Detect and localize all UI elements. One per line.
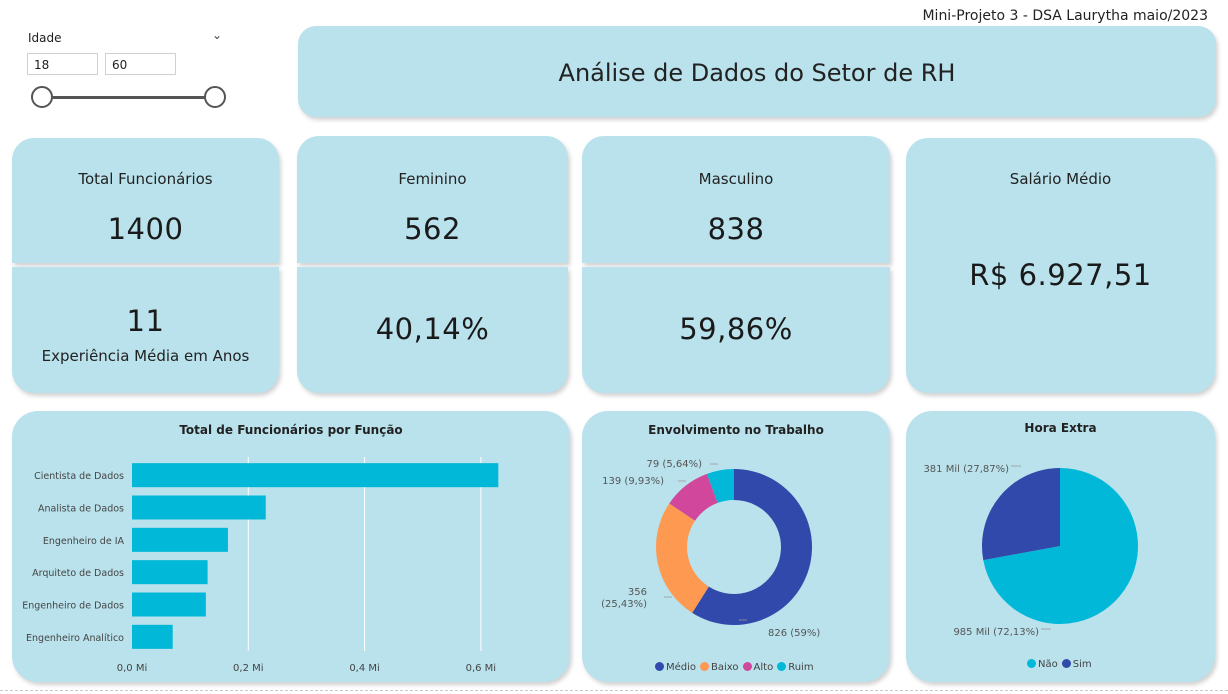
page-bottom-border	[0, 690, 1228, 691]
bar-category-label: Engenheiro de IA	[43, 536, 125, 547]
bar-chart: 0,0 Mi 0,2 Mi 0,4 Mi 0,6 Mi Cientista de Dad…	[22, 457, 499, 674]
donut-slice-médio	[692, 469, 812, 625]
bar-chart-card: Total de Funcionários por Função 0,0 Mi 0…	[12, 411, 570, 682]
legend-swatch	[742, 662, 752, 671]
donut-chart-title: Envolvimento no Trabalho	[648, 423, 824, 437]
kpi-feminino-label: Feminino	[398, 170, 467, 188]
legend-swatch	[700, 662, 710, 671]
bar-0	[132, 463, 499, 488]
donut-chart: 826 (59%) 356(25,43%) 139 (9,93%) 79 (5,64%…	[601, 459, 820, 639]
legend-item-ruim[interactable]: Ruim	[777, 662, 814, 673]
pie-chart-title: Hora Extra	[1024, 421, 1097, 435]
legend-swatch	[1061, 659, 1071, 668]
bar-category-label: Engenheiro de Dados	[22, 601, 124, 612]
pie-slice-sim	[982, 468, 1060, 561]
kpi-masculino-pct-card: 59,86%	[582, 267, 890, 393]
slicer-label: Idade	[28, 31, 62, 45]
legend-label: Ruim	[788, 662, 814, 673]
pie-data-label: 985 Mil (72,13%)	[953, 627, 1039, 638]
pie-chart: 985 Mil (72,13%) 381 Mil (27,87%)	[923, 464, 1138, 638]
bar-1	[132, 495, 266, 520]
slider-max-handle[interactable]	[204, 86, 226, 108]
legend-label: Não	[1038, 659, 1058, 670]
bar-x-tick: 0,6 Mi	[466, 663, 497, 674]
bar-x-tick: 0,0 Mi	[117, 663, 148, 674]
legend-item-alto[interactable]: Alto	[742, 662, 774, 673]
slider-min-handle[interactable]	[31, 86, 53, 108]
title-banner: Análise de Dados do Setor de RH	[298, 26, 1216, 117]
kpi-experiencia-label: Experiência Média em Anos	[41, 347, 250, 365]
pie-chart-card: Hora Extra 985 Mil (72,13%) 381 Mil (27,8…	[906, 411, 1215, 682]
bar-category-label: Engenheiro Analítico	[26, 633, 124, 644]
pie-legend: Não Sim	[1027, 659, 1096, 670]
legend-item-sim[interactable]: Sim	[1061, 659, 1092, 670]
donut-data-label: 356	[628, 587, 647, 598]
kpi-feminino-card: Feminino 562	[297, 136, 568, 263]
kpi-experiencia-card: 11 Experiência Média em Anos	[12, 267, 279, 393]
legend-item-no[interactable]: Não	[1027, 659, 1058, 670]
slider-track[interactable]	[42, 96, 214, 99]
bar-3	[132, 560, 208, 585]
donut-data-label: (25,43%)	[601, 599, 647, 610]
bar-category-label: Cientista de Dados	[34, 471, 124, 482]
kpi-salario-value: R$ 6.927,51	[969, 258, 1152, 292]
report-caption: Mini-Projeto 3 - DSA Laurytha maio/2023	[922, 8, 1208, 24]
kpi-feminino-pct-card: 40,14%	[297, 267, 568, 393]
legend-swatch	[655, 662, 664, 671]
legend-item-baixo[interactable]: Baixo	[700, 662, 739, 673]
kpi-total-value: 1400	[107, 212, 184, 246]
donut-slice-baixo	[656, 503, 709, 613]
kpi-masculino-card: Masculino 838	[582, 136, 890, 263]
donut-chart-card: Envolvimento no Trabalho 826 (59%) 356 (25…	[582, 411, 890, 682]
donut-legend: Médio Baixo Alto Ruim	[655, 662, 818, 673]
kpi-feminino-pct: 40,14%	[375, 312, 490, 346]
bar-category-label: Analista de Dados	[38, 504, 124, 515]
donut-slice-alto	[669, 473, 718, 521]
age-max-input[interactable]: 60	[105, 53, 176, 75]
kpi-experiencia-value: 11	[126, 304, 165, 338]
kpi-salario-label: Salário Médio	[1009, 170, 1112, 188]
legend-label: Sim	[1072, 659, 1092, 670]
bar-chart-title: Total de Funcionários por Função	[179, 423, 403, 437]
kpi-masculino-label: Masculino	[698, 170, 774, 188]
bar-2	[132, 527, 228, 552]
bar-5	[132, 624, 173, 649]
kpi-masculino-pct: 59,86%	[679, 312, 793, 346]
pie-slice-no	[983, 468, 1138, 624]
kpi-feminino-value: 562	[404, 212, 461, 246]
legend-item-médio[interactable]: Médio	[655, 662, 696, 673]
bar-x-tick: 0,4 Mi	[349, 663, 380, 674]
page-title: Análise de Dados do Setor de RH	[558, 59, 956, 87]
donut-slice-ruim	[706, 469, 734, 503]
legend-swatch	[777, 662, 787, 671]
pie-data-label: 381 Mil (27,87%)	[923, 464, 1009, 475]
kpi-masculino-value: 838	[707, 212, 765, 246]
kpi-salario-card: Salário Médio R$ 6.927,51	[906, 138, 1215, 393]
bar-x-tick: 0,2 Mi	[233, 663, 264, 674]
age-min-input[interactable]: 18	[27, 53, 98, 75]
bar-category-label: Arquiteto de Dados	[32, 568, 124, 579]
legend-label: Alto	[753, 662, 774, 673]
donut-data-label: 139 (9,93%)	[602, 476, 664, 487]
legend-label: Baixo	[711, 662, 739, 673]
legend-swatch	[1027, 659, 1036, 668]
kpi-total-label: Total Funcionários	[78, 170, 213, 188]
donut-data-label: 826 (59%)	[768, 628, 820, 639]
legend-label: Médio	[666, 662, 697, 673]
bar-4	[132, 592, 206, 617]
kpi-total-card: Total Funcionários 1400	[12, 138, 279, 263]
donut-data-label: 79 (5,64%)	[647, 459, 703, 470]
chevron-down-icon[interactable]: ⌄	[212, 28, 223, 42]
